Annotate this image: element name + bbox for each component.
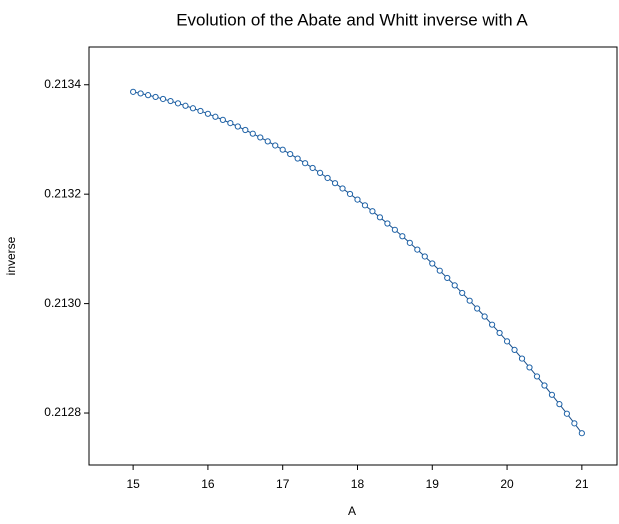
data-point <box>257 134 264 141</box>
data-point <box>242 126 249 134</box>
data-point <box>421 253 428 260</box>
data-point <box>294 155 301 162</box>
data-point <box>324 174 331 182</box>
data-point <box>444 274 451 282</box>
data-point <box>309 164 316 172</box>
x-axis-label: A <box>348 504 356 518</box>
data-point <box>167 97 174 105</box>
y-axis-label: inverse <box>4 236 18 275</box>
data-point <box>489 321 496 328</box>
data-point <box>518 355 526 362</box>
data-point <box>182 102 189 109</box>
y-tick-label: 0.2134 <box>44 77 81 91</box>
data-point <box>376 214 384 221</box>
data-point <box>571 420 578 427</box>
data-line <box>133 91 583 434</box>
data-point <box>339 185 346 192</box>
data-point <box>361 202 369 209</box>
data-point <box>287 150 294 158</box>
data-point <box>399 233 406 240</box>
data-point <box>429 260 436 267</box>
x-tick-label: 20 <box>500 477 514 491</box>
data-point <box>302 160 309 167</box>
data-point <box>212 113 219 120</box>
data-point <box>331 180 339 187</box>
data-point <box>406 239 413 246</box>
data-point <box>548 391 556 398</box>
data-point <box>556 401 563 408</box>
plot-frame <box>88 46 618 466</box>
data-point <box>272 142 279 149</box>
data-point <box>249 130 256 137</box>
data-point <box>451 282 458 289</box>
data-point <box>541 382 548 389</box>
x-tick-label: 18 <box>351 477 365 491</box>
x-tick-label: 15 <box>126 477 140 491</box>
y-tick-label: 0.2128 <box>44 405 81 419</box>
x-tick-label: 17 <box>276 477 290 491</box>
data-point <box>436 267 443 274</box>
chart-title: Evolution of the Abate and Whitt inverse… <box>176 10 528 29</box>
data-point <box>316 169 324 176</box>
y-tick-label: 0.2132 <box>44 186 81 200</box>
data-point <box>511 346 518 353</box>
data-point <box>197 107 204 115</box>
data-point <box>137 90 144 97</box>
data-point <box>174 100 182 107</box>
data-point <box>204 110 212 117</box>
data-point <box>578 430 585 437</box>
data-point <box>144 92 152 99</box>
data-point <box>279 146 286 153</box>
data-point <box>496 329 503 337</box>
y-tick-label: 0.2130 <box>44 296 81 310</box>
data-point <box>474 305 481 312</box>
data-point <box>384 220 391 227</box>
data-point <box>526 364 533 371</box>
data-point <box>234 123 241 130</box>
data-point <box>533 373 541 380</box>
data-point <box>152 93 159 101</box>
data-point <box>466 297 473 304</box>
data-point <box>189 105 197 112</box>
data-point <box>227 120 234 127</box>
data-point <box>130 88 137 95</box>
data-point <box>481 313 488 320</box>
x-tick-label: 21 <box>575 477 589 491</box>
data-point <box>414 246 421 253</box>
data-point <box>346 190 354 198</box>
data-point <box>459 289 466 297</box>
data-point <box>369 208 376 215</box>
data-point <box>219 116 226 123</box>
x-tick-label: 19 <box>426 477 440 491</box>
data-point <box>391 226 398 233</box>
data-point <box>503 338 511 345</box>
data-point <box>264 138 271 145</box>
data-point <box>159 95 167 103</box>
x-tick-label: 16 <box>201 477 215 491</box>
data-point <box>354 196 361 203</box>
data-point <box>563 410 570 417</box>
